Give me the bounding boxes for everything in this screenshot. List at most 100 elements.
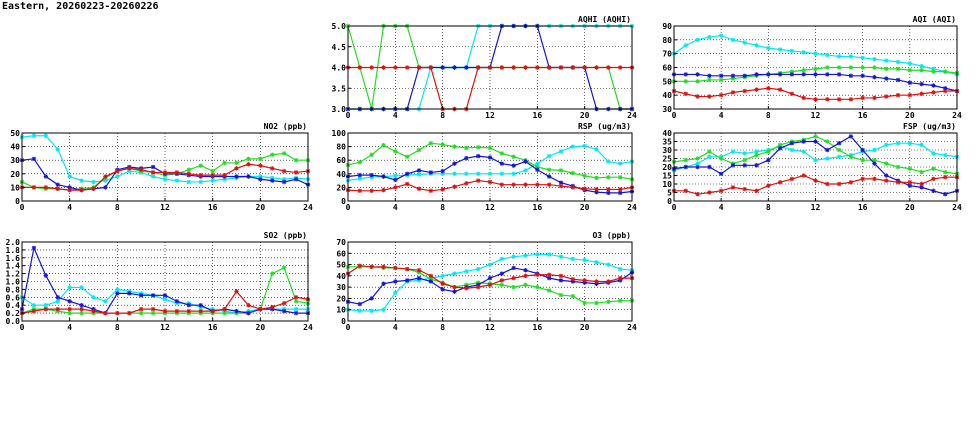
data-point-green: [813, 134, 818, 139]
chart-svg: SO2 (ppb)0 4 8 12 16 20 240.00.20.40.60.81.01.…: [6, 231, 313, 332]
data-point-blue: [162, 293, 168, 298]
data-point-red: [475, 178, 481, 183]
data-point-cyan: [475, 266, 481, 272]
y-tick-label: 90: [662, 22, 672, 31]
data-point-blue: [535, 167, 540, 172]
data-point-cyan: [617, 266, 623, 272]
data-point-blue: [440, 287, 445, 292]
data-point-cyan: [872, 57, 877, 62]
data-point-cyan: [907, 141, 913, 146]
data-point-cyan: [558, 254, 564, 259]
x-tick-label: 20: [580, 323, 590, 332]
data-point-cyan: [511, 254, 516, 259]
data-point-green: [801, 68, 806, 73]
data-point-cyan: [813, 158, 818, 163]
data-point-green: [695, 156, 700, 161]
data-point-green: [695, 79, 700, 84]
x-tick-label: 12: [160, 323, 170, 332]
data-point-red: [440, 187, 445, 192]
data-point-red: [115, 168, 120, 174]
x-tick-label: 20: [905, 203, 915, 212]
data-point-red: [357, 263, 363, 268]
data-point-red: [836, 181, 842, 187]
y-tick-label: 40: [336, 170, 346, 179]
data-point-green: [825, 65, 830, 70]
data-point-red: [210, 308, 215, 314]
data-point-green: [860, 65, 865, 70]
data-point-blue: [43, 273, 49, 278]
data-point-cyan: [79, 178, 84, 183]
data-point-cyan: [546, 153, 552, 159]
data-point-green: [546, 288, 552, 293]
data-point-red: [617, 187, 623, 192]
data-point-red: [683, 91, 688, 96]
x-tick-label: 20: [256, 203, 266, 212]
data-point-blue: [499, 161, 505, 166]
data-point-red: [535, 65, 540, 70]
data-point-red: [138, 167, 144, 172]
data-point-red: [606, 279, 611, 284]
data-point-green: [210, 168, 215, 174]
data-point-red: [766, 183, 771, 188]
chart-title: AQHI (AQHI): [578, 15, 631, 24]
data-point-green: [884, 66, 889, 72]
data-point-cyan: [31, 133, 37, 138]
data-point-green: [270, 271, 275, 276]
data-point-red: [416, 186, 422, 191]
data-point-green: [523, 282, 528, 288]
data-point-blue: [907, 80, 913, 85]
x-tick-label: 0: [672, 111, 677, 120]
chart-title: O3 (ppb): [592, 231, 631, 240]
data-point-red: [523, 182, 528, 187]
data-point-red: [931, 90, 936, 95]
chart-svg: NO2 (ppb) 0 4 8 12 16 20 24 0 10 20 30 40 50: [10, 122, 313, 212]
data-point-blue: [777, 146, 783, 151]
data-point-red: [895, 180, 901, 185]
data-point-cyan: [293, 306, 299, 312]
data-point-blue: [695, 72, 700, 77]
data-point-cyan: [523, 253, 528, 258]
data-point-red: [369, 65, 374, 70]
data-point-cyan: [55, 147, 60, 152]
data-point-red: [293, 170, 299, 175]
data-point-red: [258, 306, 263, 312]
y-tick-label: 100: [332, 129, 347, 138]
data-point-green: [848, 65, 854, 70]
data-point-red: [617, 65, 623, 70]
data-point-red: [558, 65, 564, 70]
y-tick-label: 10: [662, 180, 672, 189]
data-point-green: [836, 65, 842, 70]
data-point-green: [535, 284, 540, 290]
data-point-red: [150, 306, 156, 312]
data-point-cyan: [943, 152, 948, 158]
data-point-cyan: [683, 43, 688, 48]
data-point-cyan: [570, 144, 576, 149]
data-point-cyan: [742, 40, 747, 45]
data-point-red: [695, 192, 700, 197]
y-tick-label: 4.5: [332, 43, 347, 52]
data-point-green: [452, 144, 457, 149]
data-point-blue: [404, 171, 410, 176]
data-point-red: [150, 170, 156, 175]
data-point-cyan: [416, 172, 422, 177]
data-point-blue: [707, 73, 712, 78]
data-point-blue: [523, 268, 528, 273]
data-point-red: [55, 186, 60, 191]
data-point-green: [919, 169, 924, 175]
data-point-green: [570, 170, 576, 176]
data-point-blue: [825, 72, 830, 77]
data-point-blue: [270, 178, 275, 183]
data-point-cyan: [742, 151, 747, 156]
chart-title: AQI (AQI): [913, 15, 956, 24]
data-point-cyan: [825, 156, 830, 161]
data-point-cyan: [523, 168, 528, 173]
data-point-cyan: [606, 159, 611, 164]
data-point-cyan: [872, 147, 877, 153]
data-point-blue: [523, 159, 528, 164]
data-point-red: [91, 308, 96, 314]
data-point-green: [475, 145, 481, 150]
data-point-red: [848, 180, 854, 185]
data-point-red: [535, 182, 540, 187]
data-point-green: [848, 154, 854, 159]
data-point-cyan: [55, 299, 60, 304]
